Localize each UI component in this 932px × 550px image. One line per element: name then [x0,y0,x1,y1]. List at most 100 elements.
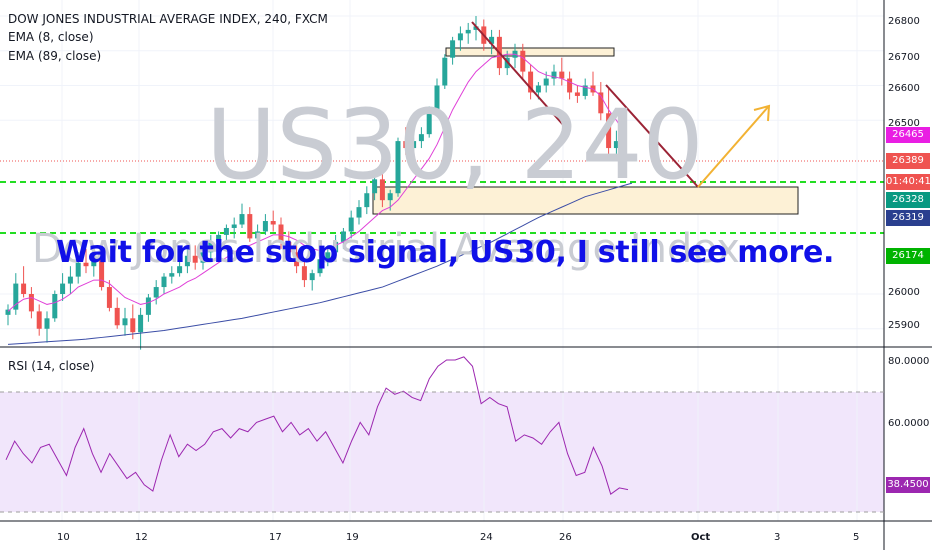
candle-body [356,207,362,218]
rsi-tick: 80.0000 [888,356,930,367]
candle-body [286,241,292,253]
candle-body [364,193,370,208]
projection-arrow-head [753,104,771,122]
candle-body [36,311,42,329]
candle-body [403,141,409,149]
candle-body [598,92,604,114]
watermark-symbol: US30, 240 [206,89,704,201]
candle-body [13,283,19,310]
price-tick: 26800 [888,16,920,27]
candle-body [567,78,573,93]
grid [0,0,884,521]
candle-body [535,85,541,93]
price-label-ema89: 26319 [886,210,930,226]
candle-body [184,255,190,267]
candle-body [83,262,89,267]
candle-body [21,283,27,294]
candle-body [465,29,471,34]
price-tick: 26500 [888,118,920,129]
candle-body [169,273,175,277]
candle-body [551,71,557,79]
candle-body [270,221,276,225]
candle-body [333,241,339,253]
ema8-line [7,53,625,312]
candle-body [434,85,440,114]
candle-body [621,141,627,159]
candle-body [574,92,580,96]
indicator-ema8-label[interactable]: EMA (8, close) [8,30,94,44]
candle-body [67,276,73,284]
candle-body [379,179,385,201]
candle-body [294,252,300,267]
countdown-label: 01:40:41 [886,174,931,190]
candle-body [161,276,167,288]
candle-body [216,234,222,242]
candle-body [114,307,120,326]
candle-body [208,241,214,253]
candle-body [348,217,354,232]
candle-body [153,287,159,298]
candle-body [177,266,183,274]
time-tick: 12 [135,532,148,543]
candle-body [340,231,346,242]
candle-body [5,309,11,315]
candle-body [262,221,268,232]
candle-body [473,26,479,30]
projection-arrow-shaft [697,106,769,188]
candle-body [138,314,144,333]
candle-body [395,141,401,194]
candle-body [130,318,136,333]
headline-text: Wait for the stop signal, US30, I still … [56,235,835,270]
time-tick: 17 [269,532,282,543]
time-tick: 5 [853,532,860,543]
candle-body [559,71,565,79]
candle-body [91,259,97,267]
time-tick: 24 [480,532,493,543]
candle-body [543,78,549,86]
candle-body [317,259,323,274]
rsi-last-label: 38.4500 [886,477,930,493]
candle-body [606,113,612,149]
time-tick: 3 [774,532,781,543]
price-tick: 26700 [888,52,920,63]
ema89-line [7,182,633,345]
rsi-tick: 60.0000 [888,418,930,429]
price-label-lower-level: 26174 [886,248,930,264]
indicator-ema89-label[interactable]: EMA (89, close) [8,49,102,63]
candle-body [372,179,378,194]
candle-body [457,33,463,41]
candle-body [489,36,495,44]
candle-body [52,294,58,319]
candle-body [28,294,34,312]
price-label-last: 26389 [886,153,930,169]
price-label-ema8: 26465 [886,127,930,143]
rsi-line [5,356,629,495]
candle-body [426,113,432,135]
candle-body [309,273,315,281]
time-tick: 26 [559,532,572,543]
candle-body [60,283,66,294]
candle-body [418,134,424,142]
price-label-green-level: 26328 [886,192,930,208]
candle-body [450,40,456,58]
candle-body [231,224,237,228]
price-tick: 26600 [888,83,920,94]
time-tick: 10 [57,532,70,543]
candle-body [99,259,105,288]
candle-body [192,255,198,263]
symbol-title[interactable]: DOW JONES INDUSTRIAL AVERAGE INDEX, 240,… [8,12,328,26]
candle-body [247,214,253,239]
resistance-zone-box [445,47,615,57]
candle-body [255,231,261,239]
price-tick: 26000 [888,287,920,298]
price-tick: 25900 [888,320,920,331]
candle-body [387,193,393,201]
support-zone-box [372,186,799,215]
rsi-label[interactable]: RSI (14, close) [8,359,95,373]
candle-body [106,287,112,308]
candle-body [411,141,417,149]
candle-body [613,141,619,149]
watermark-description: Dow Jones Industrial Average Index [32,226,740,272]
candle-body [200,252,206,263]
